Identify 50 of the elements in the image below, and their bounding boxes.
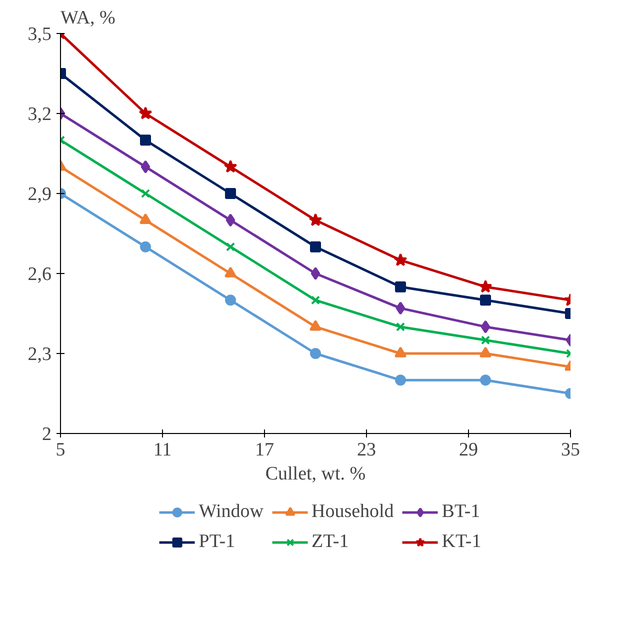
point (395, 281, 406, 292)
point (396, 322, 406, 332)
point (310, 296, 320, 305)
point (308, 213, 322, 226)
point (224, 160, 238, 173)
x-tick-label: 17 (255, 440, 274, 460)
y-tick-label: 2,3 (28, 344, 52, 365)
point (140, 213, 152, 224)
point (394, 346, 406, 358)
point (310, 320, 322, 331)
point (225, 188, 236, 199)
x-axis-title: Cullet, wt. % (265, 464, 366, 484)
point (480, 374, 491, 386)
point (480, 346, 492, 358)
point (225, 294, 236, 306)
point (480, 320, 490, 334)
point (395, 374, 406, 386)
point (480, 336, 490, 345)
legend-label: Household (311, 501, 394, 523)
x-tick-label: 5 (56, 440, 66, 460)
legend-label: KT-1 (442, 531, 482, 553)
y-tick-label: 3,2 (28, 104, 52, 125)
x-tick-label: 35 (561, 440, 580, 460)
x-tick-label: 11 (153, 440, 172, 460)
point (394, 253, 408, 266)
y-tick-label: 2,6 (28, 264, 52, 285)
point (140, 134, 151, 146)
point (226, 214, 236, 227)
legend-label: BT-1 (442, 501, 480, 523)
point (140, 241, 151, 252)
y-tick-label: 2 (42, 424, 52, 445)
point (226, 242, 236, 252)
legend-label: Window (198, 501, 264, 523)
point (140, 188, 150, 198)
point (138, 106, 152, 120)
y-axis-title: WA, % (60, 8, 116, 28)
point (140, 160, 150, 174)
x-tick-label: 29 (459, 440, 478, 460)
point (310, 348, 321, 359)
legend-label: PT-1 (198, 531, 236, 553)
point (480, 294, 491, 306)
x-tick-label: 23 (357, 440, 376, 460)
legend-label: ZT-1 (311, 531, 349, 553)
point (396, 302, 406, 315)
point (224, 266, 236, 278)
point (310, 267, 320, 280)
point (478, 280, 492, 293)
y-tick-label: 3,5 (28, 24, 52, 45)
point (310, 241, 321, 252)
y-tick-label: 2,9 (28, 184, 52, 205)
